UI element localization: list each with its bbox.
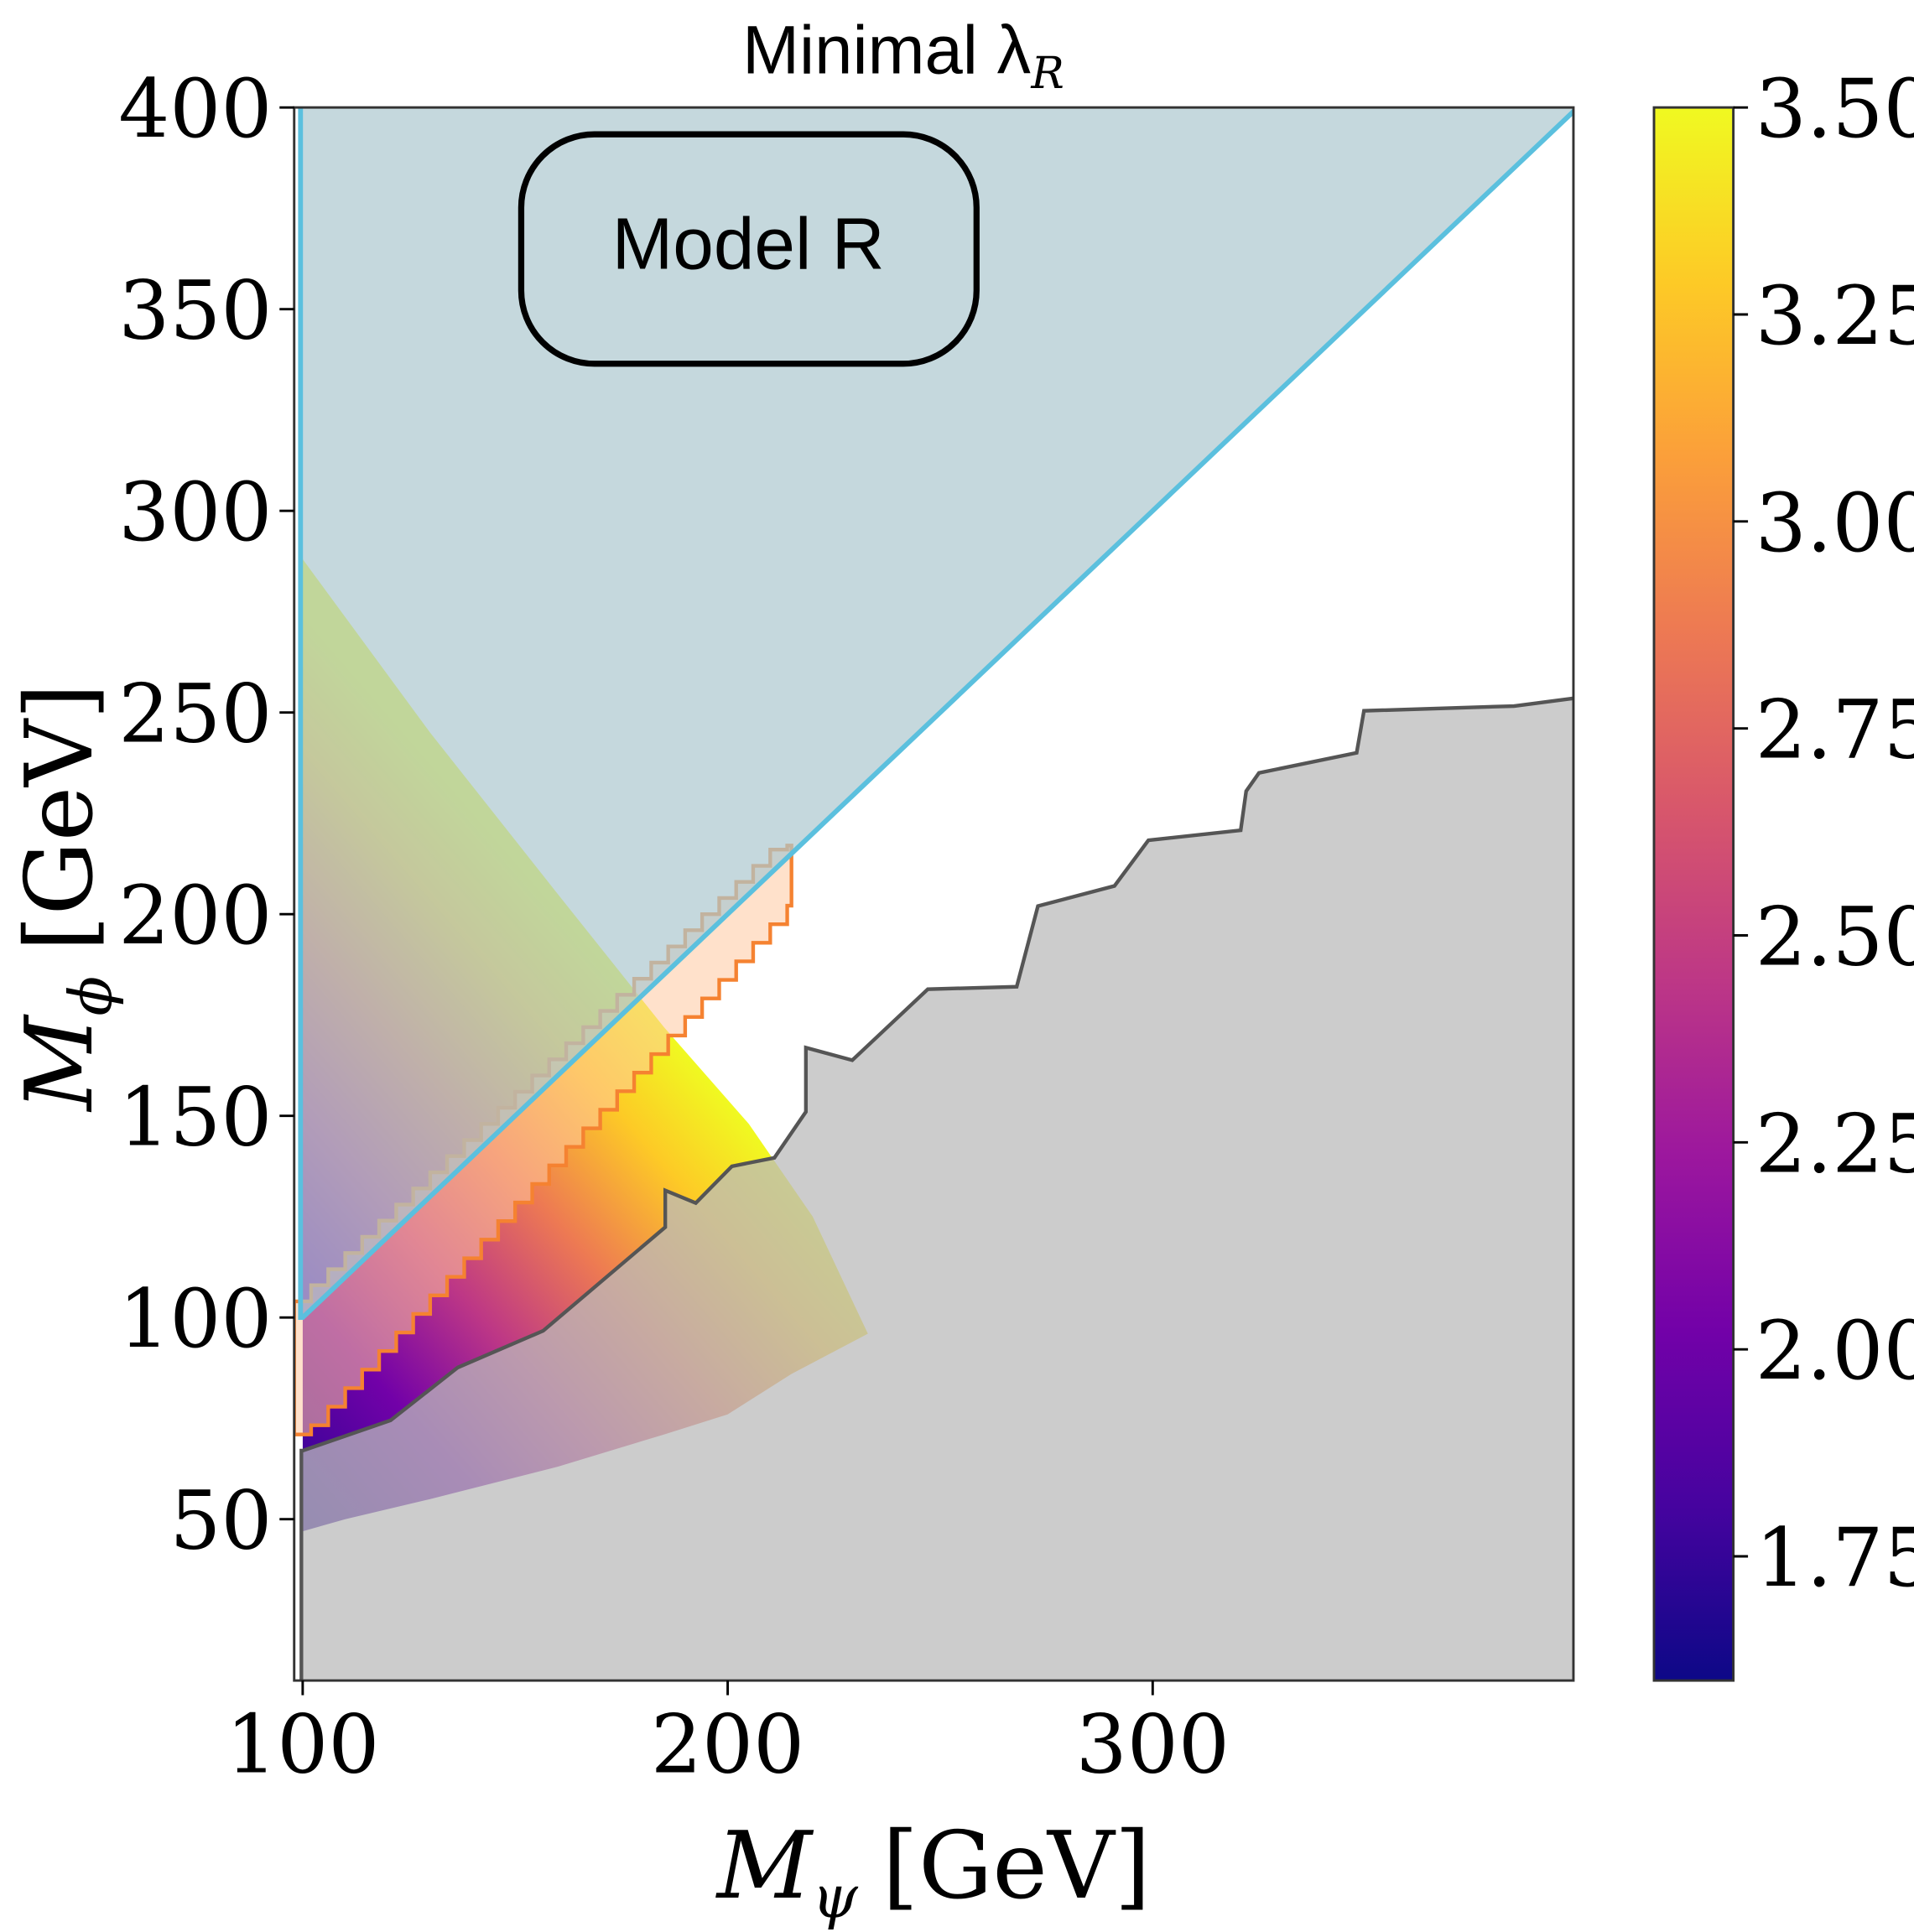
x-axis: 100 200 300 (226, 1680, 1230, 1791)
plot-frame (293, 106, 1575, 1682)
colorbar-tick-label: 3.00 (1755, 476, 1914, 570)
colorbar-tick-label: 2.50 (1755, 890, 1914, 984)
colorbar-tick-label: 3.50 (1755, 62, 1914, 156)
colorbar (1652, 106, 1735, 1682)
colorbar-tick-label: 2.25 (1755, 1097, 1914, 1191)
y-tick-label: 250 (118, 667, 272, 761)
x-tick-label: 300 (1076, 1697, 1230, 1791)
model-annotation: Model R (518, 131, 980, 367)
y-tick-label: 350 (118, 264, 272, 358)
plot-area (294, 107, 1573, 1681)
y-tick-label: 400 (118, 62, 272, 156)
x-axis-label: Mψ [GeV] (715, 1812, 1151, 1931)
colorbar-tick-label: 2.75 (1755, 683, 1914, 777)
x-tick-label: 200 (651, 1697, 804, 1791)
x-tick-label: 100 (226, 1697, 379, 1791)
excluded-gray-boundary (299, 696, 1573, 1681)
y-tick-label: 300 (118, 465, 272, 559)
excluded-diagonal-region (298, 107, 1573, 1318)
chart-title: Minimal λR (742, 12, 1064, 98)
colorbar-tick-label: 1.75 (1755, 1511, 1914, 1605)
annotation-box (518, 131, 980, 367)
colorbar-tick-label: 2.00 (1755, 1304, 1914, 1398)
colorbar-tick-label: 3.25 (1755, 269, 1914, 363)
excluded-gray-region (300, 698, 1573, 1681)
y-axis: 50 100 150 200 250 300 350 400 (118, 62, 294, 1568)
colorbar-ticks: 1.75 2.00 2.25 2.50 2.75 3.00 3.25 3.50 (1733, 62, 1914, 1605)
y-tick-label: 150 (118, 1071, 272, 1165)
diagonal-boundary (298, 107, 1573, 1321)
y-tick-label: 50 (169, 1474, 272, 1568)
y-tick-label: 200 (118, 869, 272, 963)
annotation-text: Model R (612, 202, 885, 284)
y-tick-label: 100 (118, 1272, 272, 1366)
y-axis-label: Mϕ[GeV] (6, 683, 125, 1113)
